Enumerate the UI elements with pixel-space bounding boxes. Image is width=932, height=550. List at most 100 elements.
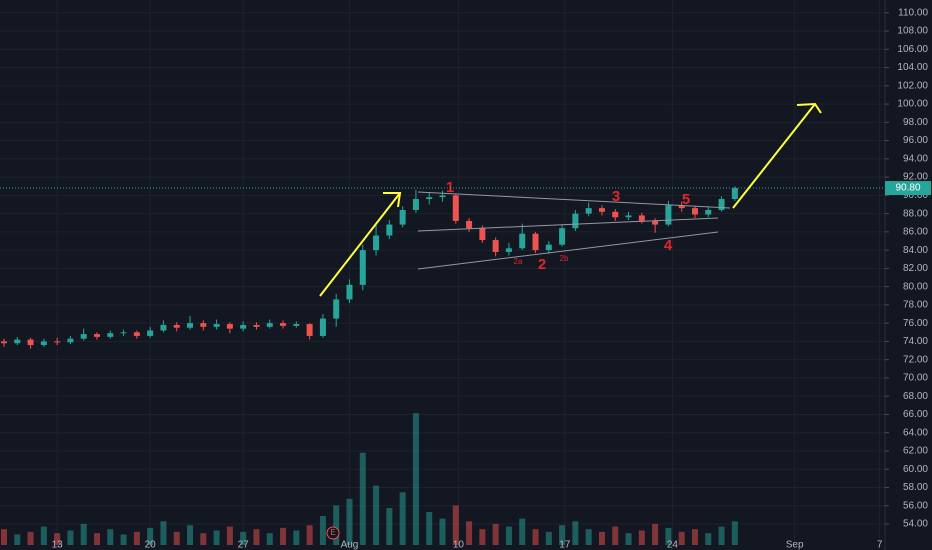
candle-body — [412, 199, 419, 210]
y-tick-label: 100.00 — [897, 99, 928, 110]
y-tick-label: 70.00 — [903, 373, 928, 384]
volume-bar — [253, 529, 260, 545]
y-tick-label: 110.00 — [898, 7, 928, 18]
y-tick-label: 94.00 — [903, 153, 928, 164]
event-marker[interactable]: E — [326, 526, 340, 540]
y-tick-label: 60.00 — [903, 464, 928, 475]
candle-body — [67, 338, 74, 343]
y-tick-label: 88.00 — [903, 208, 928, 219]
wave-labels: 1 2 3 4 5 2a 2b — [446, 179, 690, 273]
candle-body — [226, 324, 233, 329]
y-tick-label: 66.00 — [903, 409, 928, 420]
volume-bar — [67, 530, 74, 545]
y-tick-label: 74.00 — [903, 336, 928, 347]
x-tick-label: 7 — [877, 540, 883, 550]
candle-body — [705, 209, 712, 215]
y-tick-label: 106.00 — [897, 44, 928, 55]
candle-body — [54, 341, 61, 343]
candle-body — [731, 188, 738, 200]
volume-bar — [280, 527, 287, 545]
event-icon[interactable] — [326, 526, 340, 540]
volume-bar — [40, 526, 47, 545]
candle-body — [200, 323, 207, 327]
x-tick-label: Aug — [341, 540, 359, 550]
y-tick-label: 108.00 — [897, 26, 928, 37]
x-tick-label: 24 — [667, 540, 679, 550]
wave-label: 2a — [514, 257, 523, 266]
y-tick-label: 96.00 — [903, 135, 928, 146]
volume-bar — [0, 529, 7, 545]
volume-bar — [54, 533, 61, 545]
candle-body — [160, 324, 167, 331]
y-tick-label: 64.00 — [903, 427, 928, 438]
candle-body — [173, 324, 180, 328]
volume-bar — [678, 531, 685, 545]
candle-body — [439, 195, 446, 198]
candle-body — [333, 299, 340, 319]
y-tick-label: 80.00 — [903, 281, 928, 292]
y-tick-label: 92.00 — [903, 172, 928, 183]
candle-body — [187, 323, 194, 328]
volume-bar — [572, 521, 579, 545]
candle-body — [293, 324, 300, 326]
volume-bar — [187, 525, 194, 545]
last-price-box — [885, 181, 931, 196]
volume-bar — [705, 533, 712, 545]
candle-body — [505, 248, 512, 252]
wave-label: 4 — [664, 237, 673, 254]
volume-bar — [625, 533, 632, 545]
volume-bar — [412, 413, 419, 545]
volume-bar — [346, 498, 353, 545]
y-tick-label: 84.00 — [903, 245, 928, 256]
candle-body — [133, 332, 140, 336]
grid — [0, 0, 885, 550]
candle-body — [40, 341, 47, 346]
x-tick-label: 20 — [145, 540, 157, 550]
volume-bar — [373, 485, 380, 545]
y-tick-label: 102.00 — [897, 80, 928, 91]
volume-bar — [160, 521, 167, 545]
volume-bar — [532, 529, 539, 545]
volume-bar — [226, 526, 233, 545]
trend-line — [417, 191, 731, 209]
wave-label: 2b — [560, 254, 569, 263]
volume-bar — [293, 530, 300, 545]
volume-bar — [545, 531, 552, 545]
volume-bar — [559, 525, 566, 545]
volume-bar — [27, 531, 34, 545]
candle-body — [213, 324, 220, 327]
x-tick-label: 27 — [238, 540, 250, 550]
volume-bar — [266, 533, 273, 545]
candle-body — [559, 228, 566, 245]
arrows — [319, 102, 822, 297]
candle-body — [14, 339, 21, 344]
candle-body — [0, 341, 7, 344]
arrow-head — [383, 192, 402, 208]
y-tick-label: 58.00 — [903, 482, 928, 493]
candle-body — [678, 205, 685, 209]
volume-bar — [585, 529, 592, 545]
y-tick-label: 72.00 — [903, 354, 928, 365]
volume-bar — [333, 505, 340, 545]
candle-body — [585, 208, 592, 214]
volume-bar — [452, 505, 459, 545]
candle-body — [718, 199, 725, 210]
y-tick-label: 62.00 — [903, 446, 928, 457]
y-tick-label: 68.00 — [903, 391, 928, 402]
y-tick-label: 104.00 — [897, 62, 928, 73]
volume-bar — [213, 530, 220, 545]
volume-bar — [492, 523, 499, 545]
arrow — [732, 103, 816, 209]
volume-bar — [200, 533, 207, 545]
candle-body — [612, 211, 619, 218]
y-tick-label: 54.00 — [903, 519, 928, 530]
volume-bar — [466, 521, 473, 545]
candle-body — [266, 323, 273, 327]
volume-bar — [612, 526, 619, 545]
candle-body — [399, 209, 406, 225]
candle-body — [572, 213, 579, 229]
drawings — [417, 191, 731, 270]
